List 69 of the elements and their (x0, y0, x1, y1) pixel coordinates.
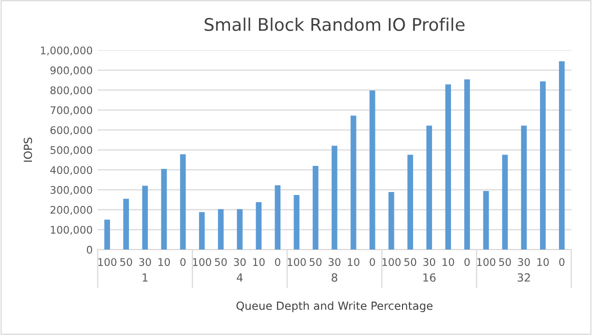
bar (274, 185, 280, 250)
x-tick-label: 50 (310, 258, 322, 266)
x-tick-label: 30 (139, 258, 151, 266)
x-tick-label: 50 (499, 258, 511, 266)
text: 8 (332, 273, 338, 282)
y-tick-label: 900,000 (50, 66, 92, 76)
y-axis-title: IOPS (24, 138, 32, 162)
bar (161, 168, 167, 250)
x-tick-label: 50 (214, 258, 227, 266)
bar (123, 198, 129, 250)
bar (464, 79, 470, 250)
x-tick-label: 0 (180, 258, 186, 266)
text: 32 (518, 273, 530, 282)
bar (332, 146, 338, 250)
x-axis-title: Queue Depth and Write Percentage (236, 301, 432, 312)
bar (312, 166, 318, 250)
x-tick-label: 100 (288, 258, 306, 266)
bar (294, 194, 300, 250)
y-tick-label: 0 (86, 246, 92, 254)
bar (388, 192, 394, 250)
x-tick-label: 30 (234, 258, 246, 266)
bar (407, 154, 414, 250)
bar (370, 90, 376, 250)
x-tick-label: 100 (98, 258, 116, 266)
bar (236, 209, 243, 250)
bar (502, 154, 508, 250)
x-tick-label: 0 (370, 258, 375, 266)
bar (426, 126, 432, 250)
bar (483, 190, 489, 250)
x-tick-label: 100 (193, 258, 212, 266)
bar (180, 154, 186, 250)
x-tick-label: 30 (518, 258, 530, 266)
y-tick-label: 100,000 (50, 226, 92, 235)
x-tick-label: 10 (442, 258, 454, 266)
x-tick-label: 10 (348, 258, 360, 266)
bar (199, 212, 205, 250)
y-tick-label: 1,000,000 (40, 46, 92, 56)
text: 1 (142, 273, 148, 282)
x-tick-label: 30 (423, 258, 436, 266)
bar (540, 81, 546, 250)
y-tick-label: 500,000 (50, 146, 92, 156)
y-tick-label: 400,000 (50, 166, 92, 176)
x-tick-label: 0 (464, 258, 470, 266)
x-tick-label: 30 (328, 258, 340, 266)
y-tick-label: 700,000 (50, 106, 92, 116)
x-tick-label: 10 (158, 258, 170, 266)
x-tick-label: 50 (404, 258, 416, 266)
x-tick-label: 0 (559, 258, 564, 266)
text: 4 (236, 273, 243, 282)
text: 16 (423, 273, 436, 282)
y-tick-label: 200,000 (50, 206, 92, 215)
bar (445, 84, 451, 250)
bar (142, 186, 148, 250)
chart-title: Small Block Random IO Profile (204, 18, 464, 32)
x-tick-label: 50 (120, 258, 132, 266)
bar (521, 126, 527, 250)
y-tick-label: 300,000 (50, 186, 92, 195)
x-tick-label: 10 (537, 258, 549, 266)
x-tick-label: 100 (382, 258, 401, 266)
bar (350, 116, 356, 250)
bar (558, 61, 565, 250)
x-tick-label: 10 (253, 258, 265, 266)
bar (104, 220, 110, 250)
x-tick-label: 100 (477, 258, 496, 266)
y-tick-label: 600,000 (50, 126, 92, 136)
bar (256, 202, 262, 250)
x-tick-label: 0 (275, 258, 280, 266)
bar (218, 209, 224, 250)
y-tick-label: 800,000 (50, 86, 92, 96)
